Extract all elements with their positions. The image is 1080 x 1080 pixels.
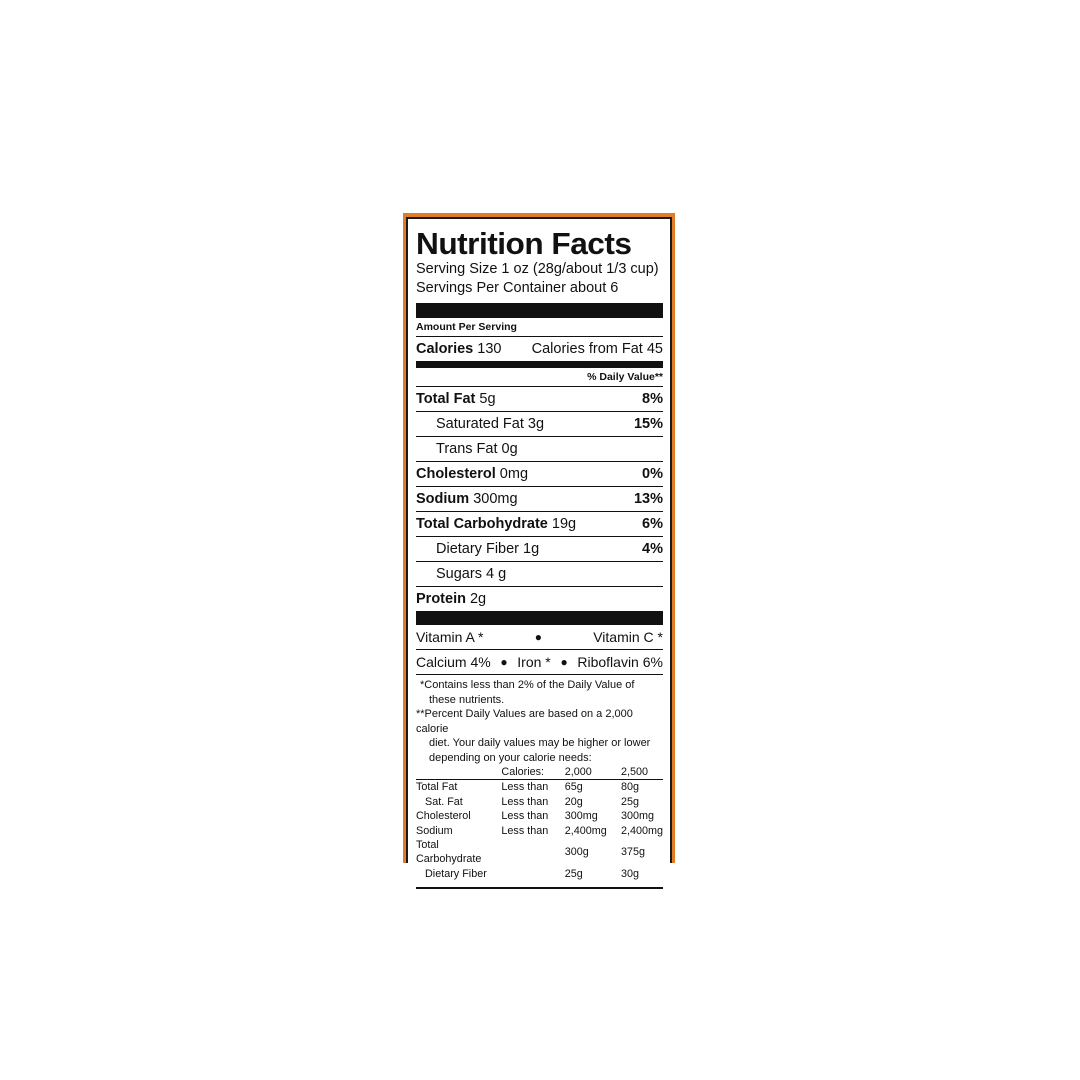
nutrient-daily-value: 0% [642, 466, 663, 482]
nutrient-row: Sugars 4 g [416, 561, 663, 586]
bottom-divider [416, 887, 663, 890]
vitamin-c: Vitamin C * [593, 629, 663, 645]
riboflavin: Riboflavin 6% [577, 654, 663, 670]
calcium: Calcium 4% [416, 654, 491, 670]
table-cell: 20g [564, 795, 583, 808]
nutrient-daily-value: 8% [642, 391, 663, 407]
table-cell: Total Fat [416, 781, 458, 794]
nutrient-amount: 19g [551, 516, 577, 532]
table-cell: 80g [620, 781, 639, 794]
nutrient-name: Sugars [436, 566, 482, 582]
table-cell: 65g [564, 781, 583, 794]
nutrient-row: Total Carbohydrate 19g 6% [416, 511, 663, 536]
nutrition-label: Nutrition Facts Serving Size 1 oz (28g/a… [403, 213, 675, 890]
table-cell: 300mg [620, 810, 654, 823]
nutrient-daily-value: 4% [642, 541, 663, 557]
daily-value-header: % Daily Value** [587, 371, 663, 383]
table-cell: Sodium [416, 824, 453, 837]
table-header: Calories: 2,000 2,500 [416, 765, 663, 780]
table-cell: 2,000 [564, 766, 592, 778]
nutrient-daily-value: 6% [642, 516, 663, 532]
footnote-line: depending on your calorie needs: [429, 751, 592, 764]
table-cell: 25g [564, 867, 583, 880]
nutrient-name: Cholesterol [416, 466, 496, 482]
nutrient-row: Sodium 300mg 13% [416, 486, 663, 511]
vitamins-row-2: Calcium 4% ● Iron * ● Riboflavin 6% [416, 649, 663, 675]
footnote-line: these nutrients. [429, 693, 505, 706]
table-cell: 2,400mg [620, 824, 663, 837]
nutrient-row: Protein 2g [416, 586, 663, 611]
calories-row: Calories 130 Calories from Fat 45 [416, 336, 663, 361]
nutrient-row: Cholesterol 0mg 0% [416, 461, 663, 486]
table-cell: Less than [501, 795, 549, 808]
nutrient-name: Total Carbohydrate [416, 516, 548, 532]
table-cell: 300g [564, 846, 589, 859]
table-cell [416, 765, 501, 780]
table-cell: Less than [501, 781, 549, 794]
nutrient-row: Trans Fat 0g [416, 436, 663, 461]
nutrient-row: Dietary Fiber 1g 4% [416, 536, 663, 561]
nutrient-name: Saturated Fat [436, 416, 524, 432]
serving-size: Serving Size 1 oz (28g/about 1/3 cup) [416, 261, 659, 277]
amount-per-serving: Amount Per Serving [416, 321, 517, 333]
nutrient-amount: 1g [523, 541, 540, 557]
table-cell: 375g [620, 846, 645, 859]
table-cell: Calories: [501, 766, 545, 778]
footnote-line: diet. Your daily values may be higher or… [429, 737, 651, 749]
vitamin-a: Vitamin A * [416, 629, 484, 645]
nutrient-name: Total Fat [416, 391, 476, 407]
table-row: Dietary Fiber 25g 30g [416, 867, 663, 881]
calories-from-fat: Calories from Fat 45 [531, 341, 663, 357]
table-row: Sodium Less than 2,400mg 2,400mg [416, 824, 663, 838]
nutrient-name: Protein [416, 591, 466, 607]
iron: Iron * [517, 654, 551, 670]
nutrient-amount: 5g [479, 391, 496, 407]
nutrient-amount: 300mg [473, 491, 518, 507]
footnote-line: *Contains less than 2% of the Daily Valu… [420, 679, 635, 691]
table-cell: Sat. Fat [425, 795, 463, 808]
table-row: Total Carbohydrate 300g 375g [416, 838, 663, 867]
medium-divider [416, 361, 663, 368]
nutrient-row: Total Fat 5g 8% [416, 386, 663, 411]
table-cell: Less than [501, 824, 549, 837]
table-cell: 30g [620, 867, 639, 880]
nutrient-amount: 4 g [485, 566, 507, 582]
table-cell: Dietary Fiber [425, 867, 487, 880]
table-cell: 2,400mg [564, 824, 607, 837]
nutrient-daily-value: 15% [633, 416, 663, 432]
table-row: Total Fat Less than 65g 80g [416, 780, 663, 795]
table-cell [501, 867, 564, 881]
nutrient-amount: 0mg [499, 466, 529, 482]
bullet-icon: ● [534, 630, 542, 644]
daily-value-table: Calories: 2,000 2,500 Total Fat Less than 65g… [416, 765, 663, 881]
nutrient-name: Trans Fat [436, 441, 498, 457]
servings-per-container: Servings Per Container about 6 [416, 280, 619, 296]
table-cell: Less than [501, 810, 549, 823]
nutrient-amount: 3g [527, 416, 545, 432]
nutrient-row: Saturated Fat 3g 15% [416, 411, 663, 436]
nutrient-daily-value: 13% [633, 491, 663, 507]
nutrient-amount: 2g [469, 591, 487, 607]
footnote-line: **Percent Daily Values are based on a 2,… [416, 708, 633, 735]
table-row: Cholesterol Less than 300mg 300mg [416, 809, 663, 823]
nutrient-name: Sodium [416, 491, 470, 507]
nutrient-amount: 0g [501, 441, 518, 457]
nutrient-name: Dietary Fiber [436, 541, 519, 557]
thick-divider [416, 303, 663, 318]
table-cell: 25g [620, 795, 639, 808]
table-cell [501, 838, 564, 867]
table-cell: 300mg [564, 810, 598, 823]
bullet-icon: ● [500, 655, 508, 669]
table-cell: Total Carbohydrate [416, 839, 482, 866]
vitamins-row-1: Vitamin A * ● Vitamin C * [416, 625, 663, 649]
calories-label: Calories [416, 341, 474, 357]
table-row: Sat. Fat Less than 20g 25g [416, 795, 663, 809]
table-cell: 2,500 [620, 766, 648, 778]
table-cell: Cholesterol [416, 810, 471, 823]
bullet-icon: ● [560, 655, 568, 669]
thick-divider [416, 611, 663, 625]
title: Nutrition Facts [416, 226, 632, 261]
calories-value: 130 [477, 341, 502, 357]
footnotes: *Contains less than 2% of the Daily Valu… [416, 678, 663, 765]
